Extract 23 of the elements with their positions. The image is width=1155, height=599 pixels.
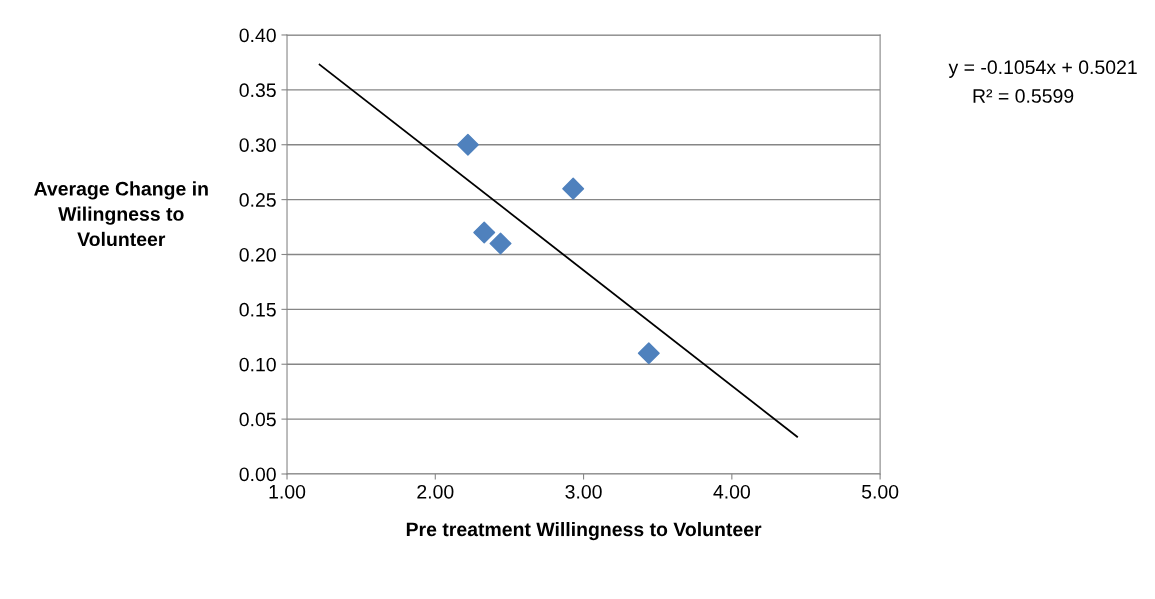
y-tick-label: 0.40: [239, 28, 276, 43]
point: [456, 133, 479, 156]
point: [637, 342, 660, 365]
x-tick-label: 3.00: [565, 484, 602, 499]
text: y = -0.1054x + 0.5021: [948, 60, 1137, 78]
x-tick-label: 4.00: [713, 484, 750, 499]
y-tick-label: 0.05: [239, 412, 276, 427]
y-tick-label: 0.30: [239, 138, 276, 152]
y-tick-label: 0.15: [239, 302, 276, 317]
x-tick-label: 1.00: [269, 484, 306, 499]
y-tick-label: 0.25: [239, 193, 276, 207]
x-axis-title: Pre treatment Willingness to Volunteer: [406, 521, 762, 541]
point: [473, 221, 496, 244]
text: R² = 0.5599: [973, 89, 1074, 103]
y-tick-label: 0.35: [239, 83, 276, 98]
point: [489, 232, 512, 255]
y-tick-label: 0.00: [239, 467, 276, 482]
point: [562, 177, 585, 200]
y-axis-title: Average Change in Wilingness to Volunteer: [34, 181, 208, 247]
x-tick-label: 5.00: [861, 484, 899, 499]
y-tick-label: 0.20: [239, 247, 276, 262]
x-tick-label: 2.00: [417, 484, 454, 499]
y-tick-label: 0.10: [239, 357, 276, 372]
